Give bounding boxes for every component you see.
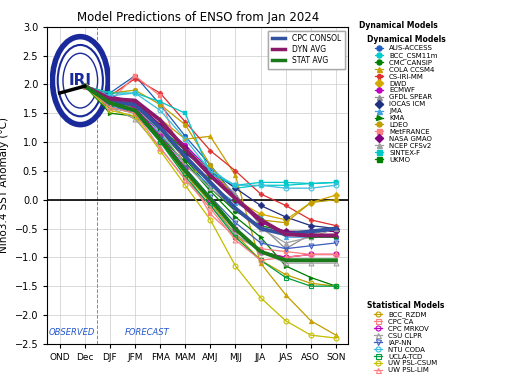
Title: Model Predictions of ENSO from Jan 2024: Model Predictions of ENSO from Jan 2024 <box>77 11 319 24</box>
Text: FORECAST: FORECAST <box>125 328 170 337</box>
Legend: CPC CONSOL, DYN AVG, STAT AVG: CPC CONSOL, DYN AVG, STAT AVG <box>268 31 345 69</box>
Y-axis label: Nino3.4 SST Anomaly (°C): Nino3.4 SST Anomaly (°C) <box>0 117 9 253</box>
Text: Dynamical Models: Dynamical Models <box>359 21 438 30</box>
Legend: BCC_RZDM, CPC CA, CPC MRKOV, CSU CLPR, IAP-NN, NTU CODA, UCLA-TCD, UW PSL-CSUM, : BCC_RZDM, CPC CA, CPC MRKOV, CSU CLPR, I… <box>366 300 446 375</box>
Text: OBSERVED: OBSERVED <box>49 328 95 337</box>
